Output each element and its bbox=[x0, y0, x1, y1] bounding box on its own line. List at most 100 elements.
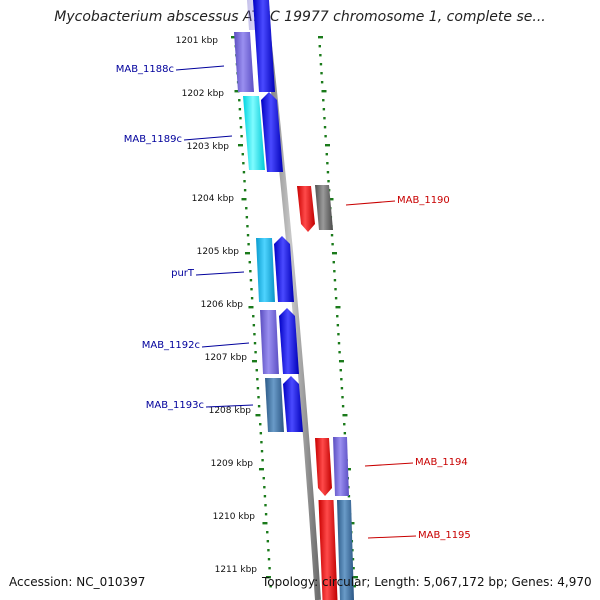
kbp-label: 1209 kbp bbox=[211, 459, 254, 469]
gene-block-steel[interactable] bbox=[337, 500, 354, 600]
scale-tick bbox=[343, 432, 347, 435]
gene-block-blue[interactable] bbox=[261, 92, 283, 172]
label-leader-line bbox=[175, 65, 225, 71]
gene-block-purple[interactable] bbox=[333, 437, 349, 496]
gene-label[interactable]: MAB_1189c bbox=[124, 134, 182, 145]
scale-tick bbox=[249, 270, 252, 273]
scale-tick bbox=[255, 369, 258, 372]
gene-block-gray[interactable] bbox=[315, 185, 333, 230]
gene-block-mab-1189c[interactable] bbox=[243, 96, 265, 170]
scale-tick bbox=[261, 459, 264, 462]
scale-tick bbox=[263, 495, 267, 498]
scale-tick bbox=[254, 351, 257, 354]
scale-tick bbox=[338, 351, 341, 354]
scale-tick bbox=[336, 315, 339, 318]
scale-tick bbox=[324, 144, 330, 147]
scale-tick bbox=[268, 567, 271, 570]
scale-tick bbox=[234, 90, 240, 93]
label-leader-line bbox=[201, 342, 250, 348]
gene-block-mab-1188c[interactable] bbox=[234, 32, 254, 92]
gene-label[interactable]: MAB_1192c bbox=[142, 340, 200, 351]
scale-tick bbox=[231, 36, 236, 39]
scale-tick bbox=[252, 324, 256, 327]
gene-block-blue[interactable] bbox=[283, 376, 303, 432]
scale-tick bbox=[249, 279, 253, 282]
gene-label[interactable]: MAB_1188c bbox=[116, 64, 174, 75]
scale-tick bbox=[259, 423, 262, 426]
scale-tick bbox=[320, 72, 323, 75]
gene-features[interactable] bbox=[234, 0, 354, 600]
gene-block-purt[interactable] bbox=[256, 238, 275, 302]
kbp-label: 1203 kbp bbox=[187, 142, 230, 152]
gene-block-mab-1194[interactable] bbox=[315, 438, 332, 496]
kbp-label: 1210 kbp bbox=[213, 512, 256, 522]
scale-tick bbox=[335, 306, 341, 309]
scale-tick bbox=[246, 234, 250, 237]
scale-tick bbox=[258, 468, 264, 471]
scale-tick bbox=[240, 135, 243, 138]
scale-tick bbox=[259, 432, 263, 435]
topology-text: Topology: circular; Length: 5,067,172 bp… bbox=[262, 575, 592, 589]
scale-tick bbox=[352, 567, 355, 570]
kbp-label: 1205 kbp bbox=[197, 247, 240, 257]
gene-label[interactable]: MAB_1193c bbox=[146, 400, 204, 411]
scale-tick bbox=[349, 522, 355, 525]
gene-label[interactable]: MAB_1194 bbox=[415, 457, 468, 468]
scale-tick bbox=[269, 585, 272, 588]
gene-block-mab-1193c[interactable] bbox=[265, 378, 284, 432]
scale-tick bbox=[319, 54, 322, 57]
gene-block-blue[interactable] bbox=[279, 308, 299, 374]
gene-label[interactable]: purT bbox=[171, 268, 195, 279]
scale-tick bbox=[340, 378, 343, 381]
scale-tick bbox=[241, 153, 244, 156]
scale-tick bbox=[353, 585, 356, 588]
scale-tick bbox=[264, 513, 268, 516]
scale-tick bbox=[339, 369, 342, 372]
kbp-scale-labels: 1201 kbp 1202 kbp 1203 kbp 1204 kbp 1205 kbp… bbox=[176, 36, 258, 575]
scale-tick bbox=[257, 405, 261, 408]
scale-tick bbox=[237, 144, 243, 147]
gene-label[interactable]: MAB_1195 bbox=[418, 530, 471, 541]
scale-tick bbox=[253, 333, 256, 336]
gene-block-mab-1195[interactable] bbox=[318, 500, 338, 600]
scale-tick bbox=[352, 576, 358, 579]
scale-tick bbox=[239, 117, 242, 120]
scale-tick bbox=[266, 531, 269, 534]
scale-tick bbox=[351, 558, 355, 561]
label-leader-line bbox=[195, 271, 245, 276]
gene-block-blue[interactable] bbox=[253, 0, 275, 92]
scale-tick bbox=[246, 225, 249, 228]
gene-block-blue[interactable] bbox=[274, 236, 294, 302]
gene-block-mab-1190[interactable] bbox=[297, 186, 315, 232]
scale-tick bbox=[334, 288, 337, 291]
label-leader-line bbox=[183, 135, 233, 141]
scale-tick bbox=[257, 396, 260, 399]
viewer-title: Mycobacterium abscessus ATCC 19977 chrom… bbox=[54, 9, 546, 25]
scale-tick bbox=[242, 171, 246, 174]
scale-tick bbox=[332, 261, 335, 264]
scale-tick bbox=[262, 477, 265, 480]
scale-tick bbox=[267, 549, 270, 552]
scale-tick bbox=[320, 81, 324, 84]
gene-label[interactable]: MAB_1190 bbox=[397, 195, 450, 206]
scale-tick bbox=[247, 243, 250, 246]
scale-tick bbox=[333, 270, 336, 273]
scale-tick bbox=[340, 387, 344, 390]
scale-tick bbox=[323, 126, 327, 129]
scale-tick bbox=[325, 153, 328, 156]
scale-tick bbox=[241, 198, 247, 201]
scale-tick bbox=[253, 342, 257, 345]
scale-tick bbox=[336, 324, 340, 327]
kbp-label: 1201 kbp bbox=[176, 36, 219, 46]
gene-block-mab-1192c[interactable] bbox=[260, 310, 279, 374]
label-leader-line bbox=[364, 462, 414, 467]
scale-tick bbox=[322, 108, 326, 111]
scale-tick bbox=[263, 486, 266, 489]
scale-tick bbox=[334, 297, 338, 300]
scale-tick bbox=[324, 135, 327, 138]
scale-tick bbox=[345, 468, 351, 471]
scale-tick bbox=[238, 99, 241, 102]
kbp-label: 1206 kbp bbox=[201, 300, 244, 310]
scale-tick bbox=[342, 414, 348, 417]
